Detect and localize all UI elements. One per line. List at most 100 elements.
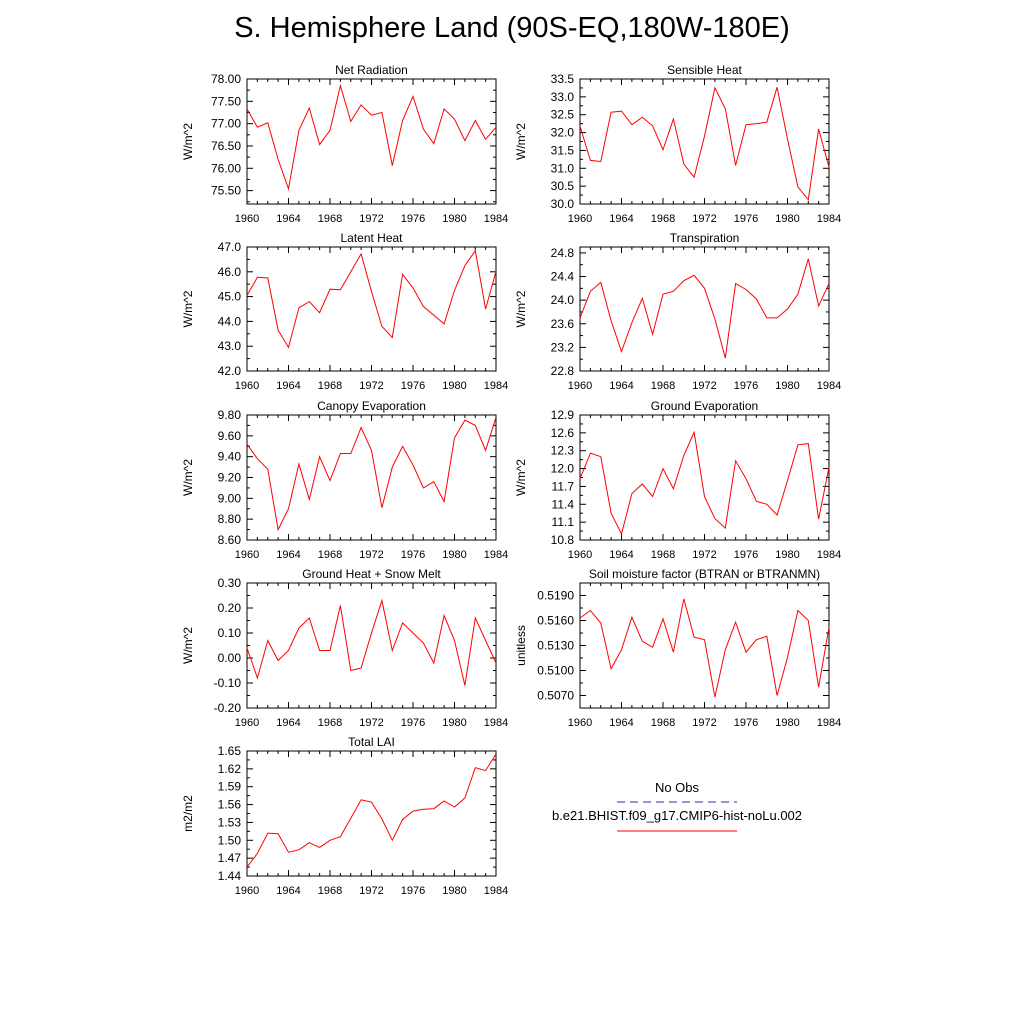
y-tick-label: 11.4 bbox=[552, 497, 575, 511]
y-axis-label: W/m^2 bbox=[181, 627, 195, 664]
x-tick-label: 1960 bbox=[235, 885, 259, 897]
series-line-0 bbox=[579, 86, 830, 201]
y-tick-label: 1.62 bbox=[218, 762, 242, 776]
y-tick-label: 9.80 bbox=[218, 408, 242, 422]
x-tick-label: 1960 bbox=[235, 549, 259, 561]
x-tick-label: 1984 bbox=[484, 380, 508, 392]
y-tick-label: 77.50 bbox=[211, 94, 241, 108]
y-tick-label: 30.0 bbox=[551, 197, 575, 211]
plot-frame bbox=[246, 750, 497, 877]
y-tick-label: -0.20 bbox=[214, 701, 242, 715]
y-tick-label: 1.44 bbox=[218, 869, 242, 883]
y-tick-label: 33.0 bbox=[551, 90, 575, 104]
plot-frame bbox=[246, 78, 497, 205]
x-tick-label: 1968 bbox=[318, 885, 342, 897]
y-tick-label: 9.20 bbox=[218, 471, 242, 485]
y-tick-label: 24.8 bbox=[551, 246, 575, 260]
y-axis-label: unitless bbox=[514, 625, 528, 666]
x-tick-label: 1976 bbox=[401, 549, 425, 561]
chart-panel-4: Canopy Evaporation W/m^2 1960 1964 1968 1972 1… bbox=[181, 399, 508, 561]
x-tick-label: 1984 bbox=[817, 213, 841, 225]
y-tick-label: 1.53 bbox=[218, 815, 242, 829]
x-tick-label: 1972 bbox=[359, 549, 383, 561]
x-tick-label: 1980 bbox=[775, 213, 799, 225]
x-tick-label: 1980 bbox=[442, 549, 466, 561]
x-tick-label: 1980 bbox=[442, 213, 466, 225]
y-tick-label: 12.3 bbox=[551, 444, 575, 458]
y-axis-label: W/m^2 bbox=[514, 123, 528, 160]
chart-panels: Net Radiation W/m^2 1960 1964 1968 1972 1976 19… bbox=[181, 63, 841, 897]
plot-frame bbox=[246, 414, 497, 541]
x-tick-label: 1980 bbox=[775, 717, 799, 729]
y-tick-label: 0.20 bbox=[218, 601, 242, 615]
panel-title: Sensible Heat bbox=[667, 63, 742, 77]
y-tick-label: 9.00 bbox=[218, 491, 242, 505]
legend-model-label: b.e21.BHIST.f09_g17.CMIP6-hist-noLu.002 bbox=[552, 808, 802, 823]
x-tick-label: 1976 bbox=[734, 717, 758, 729]
x-tick-label: 1968 bbox=[318, 380, 342, 392]
y-tick-label: 0.10 bbox=[218, 626, 242, 640]
x-tick-label: 1984 bbox=[484, 885, 508, 897]
x-tick-label: 1972 bbox=[359, 885, 383, 897]
series-line-0 bbox=[246, 598, 497, 686]
y-tick-label: 9.40 bbox=[218, 450, 242, 464]
y-tick-label: 32.0 bbox=[551, 126, 575, 140]
y-tick-label: 0.5190 bbox=[537, 589, 574, 603]
x-tick-label: 1976 bbox=[734, 213, 758, 225]
y-tick-label: 8.80 bbox=[218, 512, 242, 526]
x-tick-label: 1964 bbox=[276, 549, 300, 561]
x-tick-label: 1980 bbox=[442, 717, 466, 729]
y-tick-label: 0.5130 bbox=[537, 639, 574, 653]
x-tick-label: 1964 bbox=[276, 213, 300, 225]
y-tick-label: 1.56 bbox=[218, 798, 242, 812]
y-tick-label: 9.60 bbox=[218, 429, 242, 443]
series-line-0 bbox=[579, 430, 830, 536]
y-tick-label: 12.9 bbox=[551, 408, 575, 422]
series-line-0 bbox=[246, 249, 497, 349]
x-tick-label: 1972 bbox=[692, 380, 716, 392]
x-tick-label: 1980 bbox=[775, 549, 799, 561]
x-tick-label: 1980 bbox=[442, 380, 466, 392]
y-tick-label: 76.00 bbox=[211, 161, 241, 175]
y-tick-label: 46.0 bbox=[218, 265, 242, 279]
y-tick-label: 0.5160 bbox=[537, 614, 574, 628]
y-tick-label: 12.6 bbox=[551, 426, 575, 440]
panel-title: Latent Heat bbox=[340, 231, 403, 245]
legend: No Obs b.e21.BHIST.f09_g17.CMIP6-hist-no… bbox=[552, 780, 802, 832]
y-tick-label: 77.00 bbox=[211, 117, 241, 131]
y-tick-label: 12.0 bbox=[551, 462, 575, 476]
y-tick-label: 44.0 bbox=[218, 314, 242, 328]
y-tick-label: 0.30 bbox=[218, 576, 242, 590]
y-tick-label: 8.60 bbox=[218, 533, 242, 547]
y-tick-label: 42.0 bbox=[218, 364, 242, 378]
y-tick-label: 76.50 bbox=[211, 139, 241, 153]
chart-panel-8: Total LAI m2/m2 1960 1964 1968 1972 1976 1980 19… bbox=[181, 735, 508, 897]
x-tick-label: 1964 bbox=[276, 885, 300, 897]
x-tick-label: 1972 bbox=[359, 213, 383, 225]
y-tick-label: 31.0 bbox=[551, 161, 575, 175]
panel-title: Ground Evaporation bbox=[651, 399, 758, 413]
series-line-0 bbox=[246, 416, 497, 532]
y-tick-label: 23.2 bbox=[551, 340, 575, 354]
x-tick-label: 1964 bbox=[609, 380, 633, 392]
x-tick-label: 1960 bbox=[568, 717, 592, 729]
y-tick-label: 43.0 bbox=[218, 339, 242, 353]
panel-title: Transpiration bbox=[670, 231, 740, 245]
y-tick-label: 45.0 bbox=[218, 290, 242, 304]
y-tick-label: 23.6 bbox=[551, 317, 575, 331]
y-tick-label: 1.50 bbox=[218, 833, 242, 847]
y-axis-label: m2/m2 bbox=[181, 795, 195, 832]
plot-frame bbox=[579, 246, 830, 372]
x-tick-label: 1960 bbox=[235, 717, 259, 729]
y-tick-label: 1.59 bbox=[218, 780, 242, 794]
y-tick-label: 47.0 bbox=[218, 240, 242, 254]
plot-frame bbox=[579, 78, 830, 205]
y-tick-label: -0.10 bbox=[214, 676, 242, 690]
x-tick-label: 1960 bbox=[235, 380, 259, 392]
x-tick-label: 1972 bbox=[359, 380, 383, 392]
x-tick-label: 1972 bbox=[359, 717, 383, 729]
x-tick-label: 1964 bbox=[609, 213, 633, 225]
x-tick-label: 1972 bbox=[692, 213, 716, 225]
x-tick-label: 1964 bbox=[609, 549, 633, 561]
x-tick-label: 1964 bbox=[276, 380, 300, 392]
